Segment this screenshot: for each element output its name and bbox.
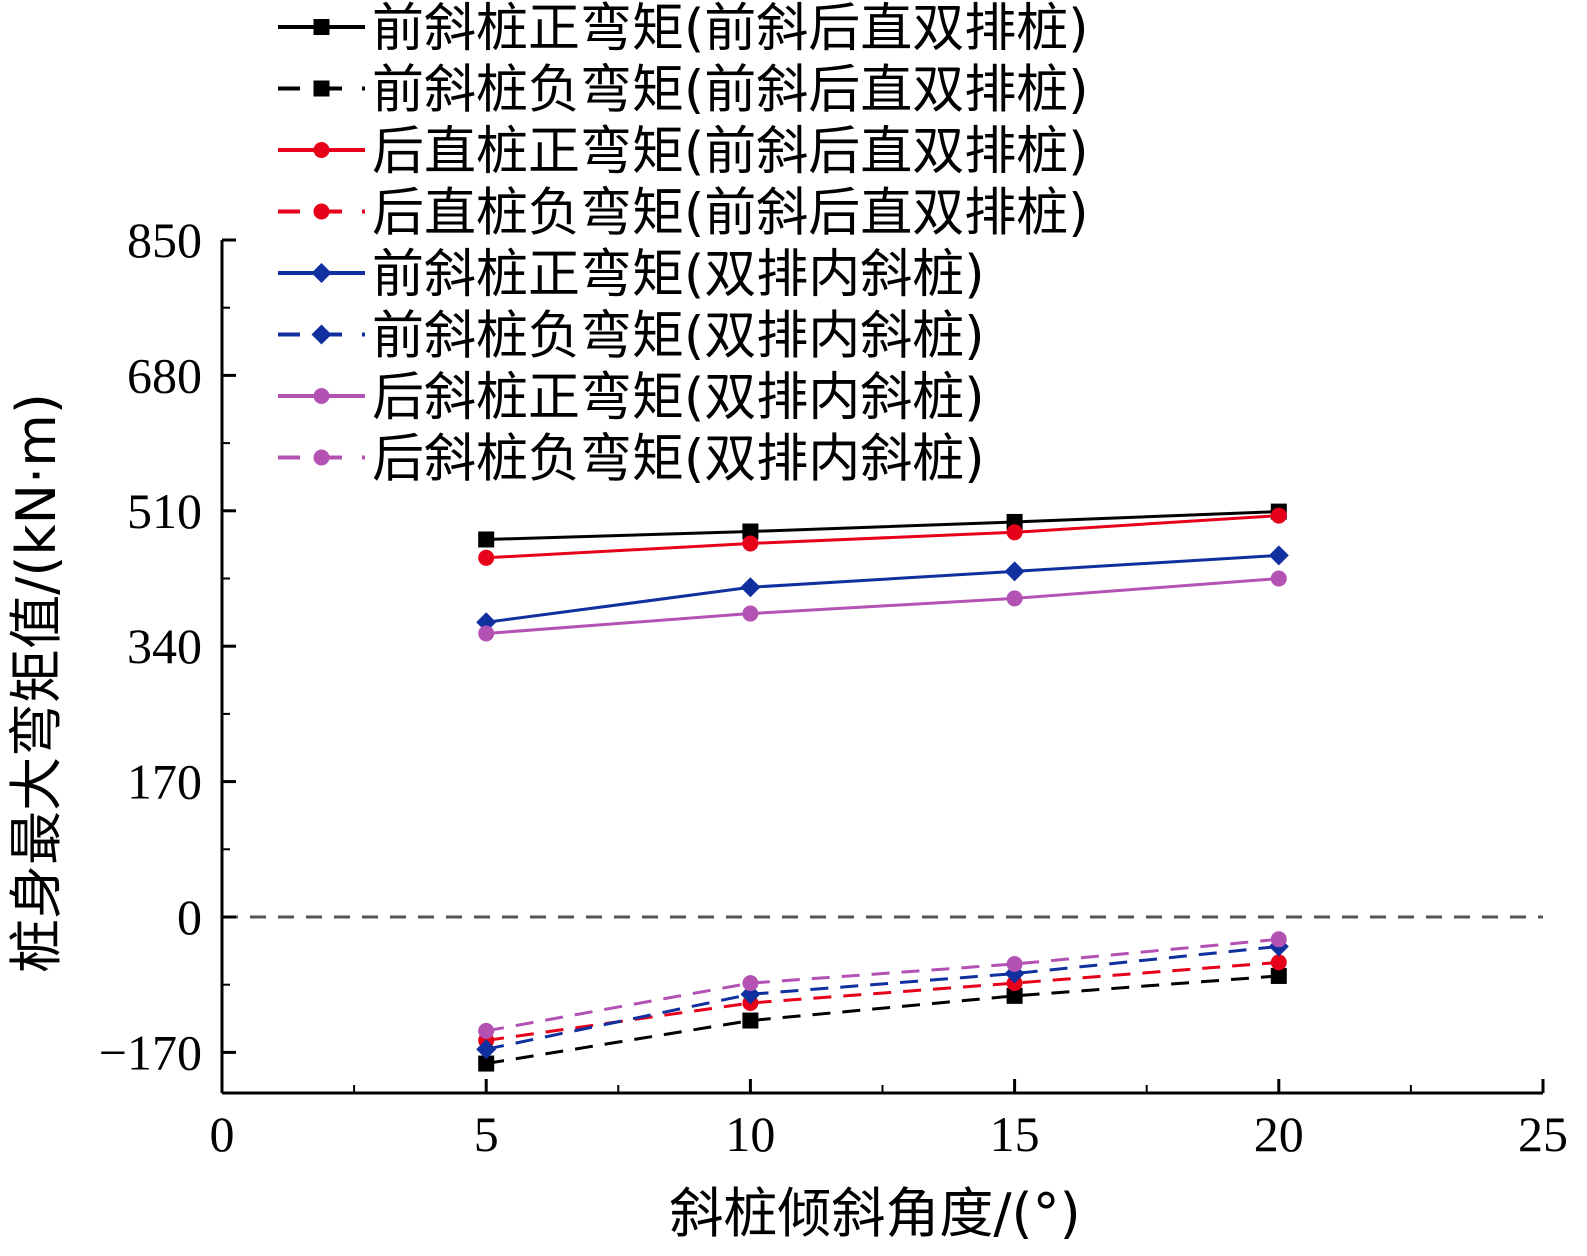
legend-label: 前斜桩正弯矩(前斜后直双排桩): [372, 0, 1089, 59]
y-tick-label: 510: [127, 483, 202, 539]
legend-item: 后直桩负弯矩(前斜后直双排桩): [278, 184, 1089, 244]
data-point: [742, 605, 759, 622]
y-tick-label: −170: [99, 1024, 202, 1080]
x-tick-label: 20: [1254, 1106, 1304, 1162]
legend-item: 前斜桩负弯矩(双排内斜桩): [278, 307, 985, 367]
legend-item: 后直桩正弯矩(前斜后直双排桩): [278, 122, 1089, 182]
x-tick-label: 10: [725, 1106, 775, 1162]
data-point: [742, 975, 759, 992]
series-6: [476, 936, 1289, 1060]
series-line: [486, 510, 1279, 541]
legend-label: 后斜桩负弯矩(双排内斜桩): [372, 430, 985, 490]
data-point: [1268, 545, 1289, 566]
y-axis-label: 桩身最大弯矩值/(kN·m): [5, 393, 68, 973]
legend-label: 前斜桩负弯矩(前斜后直双排桩): [372, 61, 1089, 121]
y-tick-label: 170: [127, 754, 202, 810]
legend-label: 后直桩负弯矩(前斜后直双排桩): [372, 184, 1089, 244]
data-point: [1270, 954, 1287, 971]
legend-marker: [313, 80, 330, 97]
series-4: [478, 954, 1287, 1049]
series-3: [478, 507, 1287, 566]
series-line: [485, 944, 1279, 1051]
y-tick-label: 340: [127, 618, 202, 674]
data-point: [742, 1012, 759, 1029]
y-tick-label: 850: [127, 212, 202, 268]
y-tick-label: 680: [127, 347, 202, 403]
series-line: [486, 514, 1279, 560]
legend-marker: [313, 203, 330, 220]
data-point: [478, 1055, 495, 1072]
legend-label: 前斜桩负弯矩(双排内斜桩): [372, 307, 985, 367]
data-point: [1270, 967, 1287, 984]
data-point: [1004, 561, 1025, 582]
data-point: [742, 535, 759, 552]
legend-label: 前斜桩正弯矩(双排内斜桩): [372, 245, 985, 305]
y-tick-label: 0: [177, 889, 202, 945]
x-axis-label: 斜桩倾斜角度/(°): [669, 1182, 1080, 1245]
data-point: [478, 531, 495, 548]
data-point: [1006, 987, 1023, 1004]
data-point: [476, 1039, 497, 1060]
series-1: [478, 503, 1287, 548]
data-point: [478, 549, 495, 566]
legend-marker: [313, 388, 330, 404]
x-tick-label: 25: [1518, 1106, 1568, 1162]
legend-item: 前斜桩正弯矩(前斜后直双排桩): [278, 0, 1089, 59]
legend-item: 后斜桩负弯矩(双排内斜桩): [278, 430, 985, 490]
legend: 前斜桩正弯矩(前斜后直双排桩)前斜桩负弯矩(前斜后直双排桩)后直桩正弯矩(前斜后…: [278, 0, 1089, 490]
legend-item: 前斜桩正弯矩(双排内斜桩): [278, 245, 985, 305]
legend-item: 后斜桩正弯矩(双排内斜桩): [278, 368, 985, 428]
series-line: [486, 577, 1279, 635]
legend-marker: [313, 449, 330, 466]
data-point: [1270, 507, 1287, 524]
legend-marker: [313, 142, 330, 158]
series-7: [478, 570, 1287, 642]
legend-label: 后直桩正弯矩(前斜后直双排桩): [372, 122, 1089, 182]
legend-marker: [311, 263, 332, 283]
x-tick-label: 0: [210, 1106, 235, 1162]
x-tick-label: 15: [990, 1106, 1040, 1162]
plot-area: [222, 503, 1543, 1072]
series-5: [476, 545, 1289, 633]
data-point: [740, 577, 761, 598]
legend-item: 前斜桩负弯矩(前斜后直双排桩): [278, 61, 1089, 121]
series-line: [485, 974, 1279, 1066]
series-8: [478, 931, 1287, 1039]
data-point: [478, 625, 495, 642]
series-2: [478, 967, 1287, 1072]
series-line: [485, 937, 1279, 1033]
data-point: [742, 523, 759, 540]
legend-marker: [313, 19, 330, 35]
data-point: [1006, 524, 1023, 541]
legend-marker: [311, 324, 332, 345]
data-point: [478, 1022, 495, 1039]
data-point: [1006, 590, 1023, 607]
data-point: [1270, 570, 1287, 587]
data-point: [1270, 931, 1287, 948]
x-tick-label: 5: [474, 1106, 499, 1162]
legend-label: 后斜桩正弯矩(双排内斜桩): [372, 368, 985, 428]
series-line: [486, 553, 1279, 624]
data-point: [1006, 955, 1023, 972]
